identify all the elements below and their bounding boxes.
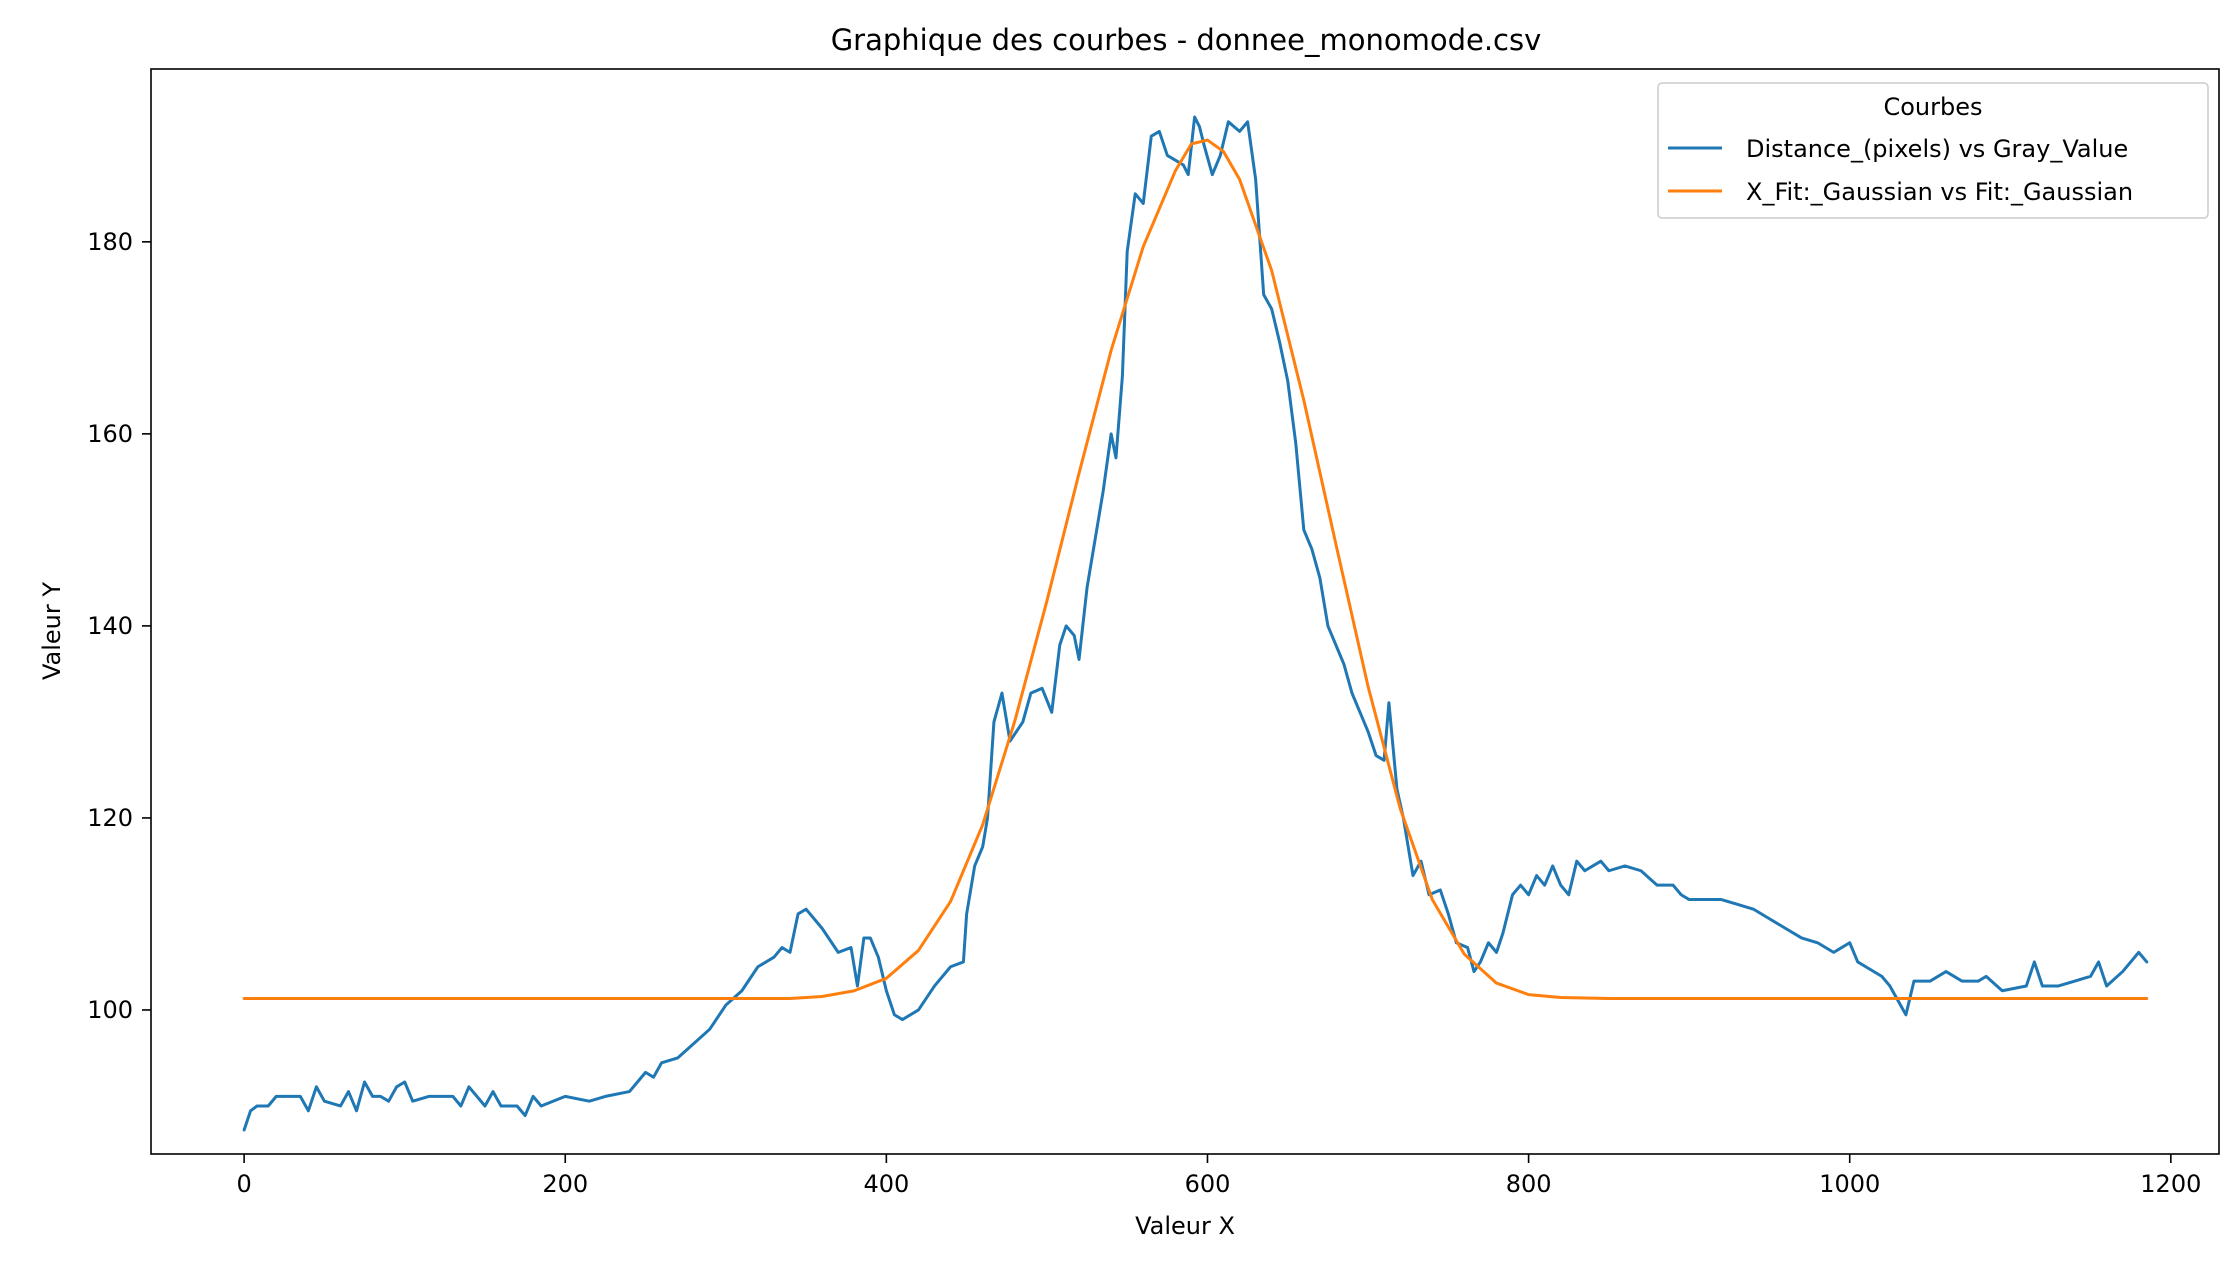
y-tick-label: 100 bbox=[87, 996, 133, 1024]
y-tick-label: 140 bbox=[87, 612, 133, 640]
y-axis-label: Valeur Y bbox=[38, 582, 66, 680]
series-layer bbox=[242, 115, 2149, 1132]
x-tick-label: 0 bbox=[236, 1170, 251, 1198]
y-tick-label: 120 bbox=[87, 804, 133, 832]
x-tick-label: 400 bbox=[863, 1170, 909, 1198]
legend-label-series-2: X_Fit:_Gaussian vs Fit:_Gaussian bbox=[1746, 178, 2133, 206]
y-tick-label: 180 bbox=[87, 228, 133, 256]
x-tick-label: 1000 bbox=[1819, 1170, 1880, 1198]
x-tick-label: 600 bbox=[1185, 1170, 1231, 1198]
y-tick-label: 160 bbox=[87, 420, 133, 448]
x-tick-label: 1200 bbox=[2140, 1170, 2201, 1198]
plot-area bbox=[150, 68, 2220, 1155]
x-tick-label: 200 bbox=[542, 1170, 588, 1198]
legend-label-series-1: Distance_(pixels) vs Gray_Value bbox=[1746, 135, 2128, 163]
chart-title: Graphique des courbes - donnee_monomode.… bbox=[831, 23, 1542, 57]
y-axis: 100 120 140 160 180 bbox=[87, 228, 151, 1024]
legend-box bbox=[1657, 82, 2209, 219]
series-line-2 bbox=[242, 138, 2149, 1000]
plot-frame bbox=[150, 68, 2220, 1155]
x-axis-label: Valeur X bbox=[1135, 1212, 1235, 1240]
legend: Courbes Distance_(pixels) vs Gray_Value … bbox=[1657, 82, 2209, 219]
x-tick-label: 800 bbox=[1506, 1170, 1552, 1198]
legend-title: Courbes bbox=[1883, 93, 1982, 121]
x-axis: 0 200 400 600 800 1000 1200 bbox=[236, 1154, 2201, 1198]
